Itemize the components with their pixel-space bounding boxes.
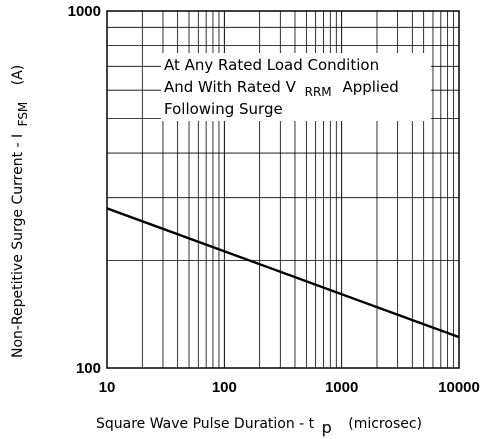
y-axis-title-text: Non-Repetitive Surge Current - I (10, 134, 26, 358)
annotation-line-2-applied: Applied (342, 78, 398, 96)
y-axis-unit: (A) (10, 65, 26, 86)
x-axis-title: Square Wave Pulse Duration - t p (micros… (96, 416, 422, 437)
x-axis-title-text: Square Wave Pulse Duration - t (96, 416, 315, 432)
x-tick-labels: 10 100 1000 10000 (99, 379, 480, 396)
annotation-line-1: At Any Rated Load Condition (164, 56, 379, 74)
series-group (106, 207, 460, 339)
x-tick-label: 1000 (325, 379, 358, 396)
x-axis-unit: (microsec) (348, 416, 422, 432)
x-axis-subscript: p (322, 418, 332, 437)
annotation-vrrm-subscript: RRM (305, 85, 332, 99)
x-tick-label: 10 (99, 379, 116, 396)
annotation-line-2: And With Rated V RRM Applied (164, 78, 399, 100)
annotation-line-3: Following Surge (164, 100, 283, 118)
y-tick-label: 100 (76, 360, 101, 377)
y-axis-subscript: FSM (16, 102, 30, 127)
annotation-box (161, 53, 431, 121)
series-line (106, 207, 460, 339)
y-axis-title: Non-Repetitive Surge Current - I FSM (A) (10, 65, 31, 358)
annotation-line-2-text: And With Rated V (164, 78, 297, 96)
x-tick-label: 10000 (438, 379, 480, 396)
plot-frame (106, 10, 460, 369)
y-tick-label: 1000 (68, 3, 101, 20)
y-tick-labels: 100 1000 (68, 3, 101, 377)
x-tick-label: 100 (212, 379, 237, 396)
